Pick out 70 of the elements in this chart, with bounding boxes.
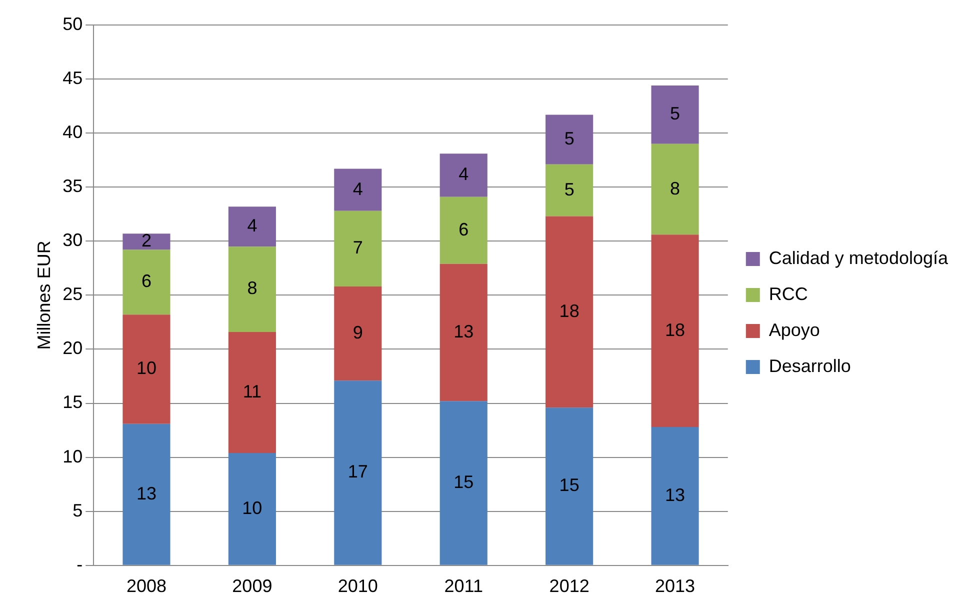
- data-label: 18: [559, 300, 580, 321]
- data-label: 6: [141, 271, 152, 292]
- bar: [546, 408, 594, 565]
- y-tick-label: 40: [62, 122, 83, 142]
- data-label: 5: [670, 104, 680, 124]
- legend-label: RCC: [768, 284, 808, 304]
- y-tick-label: 45: [62, 68, 83, 88]
- bar: [334, 380, 382, 565]
- bar: [546, 164, 594, 216]
- x-tick-label: 2008: [126, 576, 166, 596]
- y-tick-label: 5: [72, 500, 83, 520]
- data-label: 10: [136, 358, 156, 378]
- bar: [122, 250, 170, 315]
- data-label: 4: [352, 178, 363, 199]
- data-label: 6: [458, 219, 469, 240]
- bar: [440, 196, 488, 264]
- data-label: 13: [136, 483, 156, 504]
- x-tick-label: 2010: [338, 576, 378, 596]
- x-tick-label: 2011: [444, 576, 483, 596]
- bar: [440, 401, 488, 565]
- bar: [334, 286, 382, 381]
- data-label: 18: [665, 320, 686, 340]
- data-label: 15: [454, 472, 474, 492]
- bar: [546, 114, 594, 164]
- data-label: 15: [559, 475, 580, 496]
- bar: [440, 154, 488, 197]
- bar: [228, 206, 276, 247]
- data-label: 4: [247, 216, 258, 236]
- data-label: 8: [247, 278, 258, 298]
- y-tick-label: -: [76, 554, 83, 574]
- bar: [122, 234, 170, 250]
- legend-label: Apoyo: [768, 320, 820, 340]
- y-tick-label: 10: [62, 446, 83, 466]
- bar: [651, 427, 699, 565]
- x-tick-label: 2013: [655, 576, 696, 596]
- data-label: 17: [348, 462, 368, 482]
- data-label: 2: [141, 230, 152, 251]
- data-label: 7: [352, 238, 363, 258]
- bar: [334, 168, 382, 211]
- bar: [651, 144, 699, 235]
- bar: [228, 246, 276, 332]
- bar: [334, 210, 382, 287]
- bar: [440, 264, 488, 402]
- data-label: 11: [242, 381, 262, 402]
- y-tick-label: 30: [62, 230, 83, 250]
- bar: [546, 216, 594, 408]
- data-label: 5: [564, 179, 574, 200]
- x-tick-label: 2009: [232, 576, 272, 596]
- bar: [122, 314, 170, 424]
- y-tick-label: 50: [62, 14, 83, 34]
- y-tick-label: 15: [62, 392, 83, 412]
- y-tick-label: 20: [62, 338, 83, 358]
- data-label: 8: [670, 178, 680, 198]
- data-label: 5: [564, 128, 574, 149]
- data-label: 4: [458, 164, 469, 184]
- bar: [228, 332, 276, 453]
- bar: [228, 452, 276, 565]
- bar: [651, 86, 699, 144]
- legend-label: Calidad y metodología: [768, 248, 949, 268]
- y-tick-label: 25: [62, 284, 83, 304]
- bar: [122, 424, 170, 565]
- data-label: 10: [242, 498, 262, 518]
- data-label: 13: [665, 484, 686, 505]
- legend-label: Desarrollo: [768, 356, 851, 376]
- bar: [651, 234, 699, 428]
- y-tick-label: 35: [62, 176, 83, 196]
- data-label: 13: [454, 321, 474, 342]
- x-tick-label: 2012: [549, 576, 590, 596]
- y-axis-title: Millones EUR: [34, 240, 54, 350]
- data-label: 9: [352, 322, 363, 343]
